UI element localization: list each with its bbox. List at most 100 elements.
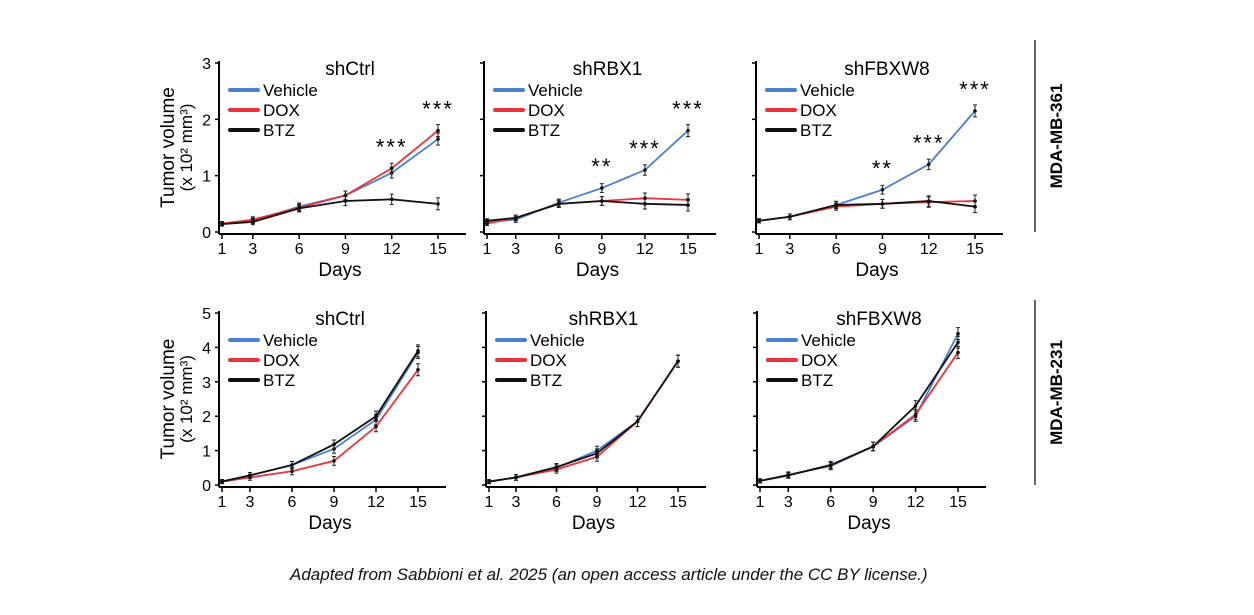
x-tick-label: 9 xyxy=(341,241,350,258)
y-tick-label: 2 xyxy=(202,409,211,426)
y-tick-label: 1 xyxy=(202,169,211,186)
y-tick-label: 3 xyxy=(202,56,211,73)
panel-title: shRBX1 xyxy=(573,59,643,80)
series-line-vehicle xyxy=(221,352,419,483)
x-tick-label: 3 xyxy=(785,241,794,258)
y-tick-label: 0 xyxy=(202,225,211,242)
y-axis-label: Tumor volume xyxy=(158,339,179,460)
x-axis-label: Days xyxy=(318,260,361,281)
x-tick-label: 1 xyxy=(218,494,227,511)
legend-label: Vehicle xyxy=(263,81,318,100)
x-tick-label: 6 xyxy=(552,494,561,511)
x-tick-label: 15 xyxy=(409,494,427,511)
data-point xyxy=(600,199,604,203)
data-point xyxy=(487,479,491,484)
x-axis-label: Days xyxy=(855,260,898,281)
legend-label: BTZ xyxy=(528,121,560,140)
series-line-btz xyxy=(488,360,679,483)
legend-label: DOX xyxy=(530,351,567,370)
data-point xyxy=(514,475,518,480)
data-point xyxy=(828,463,833,467)
data-point xyxy=(332,442,336,447)
data-point xyxy=(956,331,960,336)
data-point xyxy=(600,186,604,190)
data-point xyxy=(973,204,977,209)
data-point xyxy=(513,216,518,220)
data-point xyxy=(926,162,931,167)
x-tick-label: 3 xyxy=(784,494,793,511)
data-point xyxy=(416,349,420,353)
data-point xyxy=(973,109,977,113)
series-line-dox xyxy=(759,352,959,482)
x-tick-label: 6 xyxy=(832,241,841,258)
x-tick-label: 1 xyxy=(755,241,764,258)
data-point xyxy=(332,459,336,463)
significance-marker: *** xyxy=(913,130,945,155)
data-point xyxy=(635,419,640,424)
panel-title: shCtrl xyxy=(315,309,365,330)
panel-title: shCtrl xyxy=(325,59,375,80)
data-point xyxy=(290,469,294,474)
y-axis-unit: (x 10² mm³) xyxy=(177,104,196,192)
row-label: MDA-MB-361 xyxy=(1047,84,1066,189)
legend-label: DOX xyxy=(801,351,838,370)
data-point xyxy=(436,137,440,141)
legend-label: BTZ xyxy=(263,371,295,390)
panel-title: shFBXW8 xyxy=(836,309,922,330)
data-point xyxy=(290,463,294,467)
x-tick-label: 3 xyxy=(248,241,257,258)
panel-title: shFBXW8 xyxy=(844,59,930,80)
x-tick-label: 12 xyxy=(636,241,654,258)
legend-label: Vehicle xyxy=(263,331,318,350)
data-point xyxy=(956,340,960,345)
series-line-vehicle xyxy=(759,333,959,482)
significance-marker: *** xyxy=(422,97,454,122)
legend-label: DOX xyxy=(528,101,565,120)
x-tick-label: 6 xyxy=(826,494,835,511)
significance-marker: *** xyxy=(672,97,704,122)
data-point xyxy=(248,473,252,478)
panel-title: shRBX1 xyxy=(569,309,639,330)
x-tick-label: 15 xyxy=(949,494,967,511)
data-point xyxy=(686,203,690,207)
series-line-btz xyxy=(221,350,419,483)
x-tick-label: 3 xyxy=(511,241,520,258)
data-point xyxy=(220,479,224,484)
y-axis-label: Tumor volume xyxy=(158,87,179,208)
series-line-vehicle xyxy=(486,129,689,223)
x-tick-label: 15 xyxy=(429,241,447,258)
x-tick-label: 12 xyxy=(920,241,938,258)
legend-label: DOX xyxy=(263,101,300,120)
data-point xyxy=(389,197,394,202)
x-axis-label: Days xyxy=(576,260,619,281)
data-point xyxy=(595,451,599,456)
significance-marker: *** xyxy=(629,136,661,161)
data-point xyxy=(374,424,378,429)
data-point xyxy=(757,218,761,223)
x-tick-label: 9 xyxy=(597,241,606,258)
data-point xyxy=(436,202,440,206)
y-tick-label: 1 xyxy=(202,444,211,461)
data-point xyxy=(374,414,378,419)
x-tick-label: 9 xyxy=(593,494,602,511)
data-point xyxy=(786,473,791,478)
data-point xyxy=(485,218,489,223)
x-tick-label: 6 xyxy=(554,241,563,258)
x-tick-label: 15 xyxy=(679,241,697,258)
series-line-btz xyxy=(221,198,439,226)
legend-label: Vehicle xyxy=(530,331,585,350)
y-tick-label: 4 xyxy=(202,340,211,357)
data-point xyxy=(758,479,762,483)
significance-marker: ** xyxy=(872,156,893,181)
data-point xyxy=(220,222,224,226)
data-point xyxy=(643,202,647,206)
data-point xyxy=(556,202,561,206)
data-point xyxy=(676,359,680,363)
x-axis-label: Days xyxy=(847,513,890,534)
legend-label: BTZ xyxy=(263,121,295,140)
legend-label: DOX xyxy=(800,101,837,120)
x-tick-label: 9 xyxy=(878,241,887,258)
